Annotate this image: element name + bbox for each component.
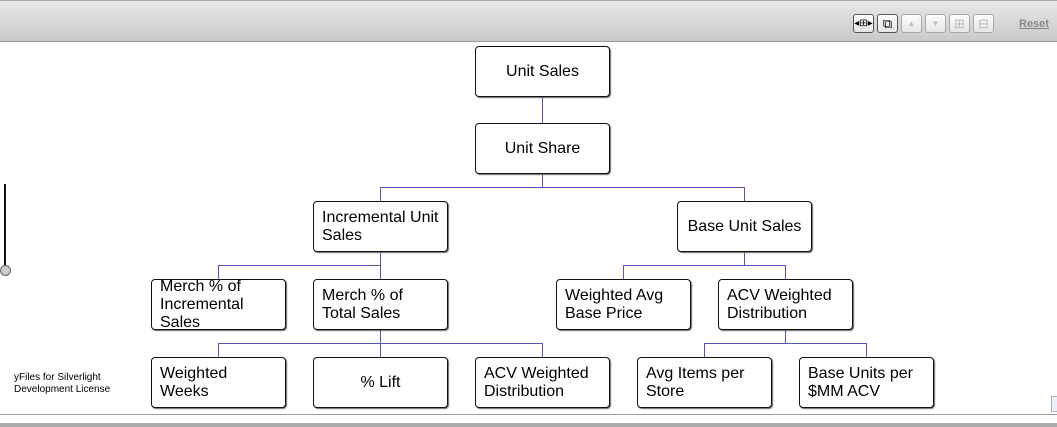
edge xyxy=(623,252,745,279)
node-merch-of-total-sales[interactable]: Merch % of Total Sales xyxy=(313,279,448,330)
node-avg-items-per-store[interactable]: Avg Items per Store xyxy=(637,357,772,408)
minus-box-icon: ⊟ xyxy=(978,15,989,31)
toolbar: ◂⊞▸ ⧉ ▲ ▼ ⊞ ⊟ Reset xyxy=(0,0,1057,42)
node-incremental-unit-sales[interactable]: Incremental Unit Sales xyxy=(313,201,448,252)
copy-windows-icon: ⧉ xyxy=(882,15,893,31)
node-weighted-avg-base-price[interactable]: Weighted Avg Base Price xyxy=(556,279,691,330)
node-lift[interactable]: % Lift xyxy=(313,357,448,408)
node-weighted-weeks[interactable]: Weighted Weeks xyxy=(151,357,286,408)
node-label: Base Units per $MM ACV xyxy=(808,364,913,400)
collapse-button[interactable]: ⊟ xyxy=(973,14,994,33)
node-unit-sales[interactable]: Unit Sales xyxy=(475,46,610,97)
node-acv-weighted-distribution[interactable]: ACV Weighted Distribution xyxy=(718,279,853,330)
node-label: ACV Weighted Distribution xyxy=(484,364,589,400)
node-label: Merch % of Total Sales xyxy=(322,286,403,322)
edge xyxy=(542,174,745,201)
move-down-button[interactable]: ▼ xyxy=(925,14,946,33)
edge xyxy=(380,330,543,357)
edge xyxy=(704,330,786,357)
fit-content-button[interactable]: ◂⊞▸ xyxy=(853,14,874,33)
reset-link[interactable]: Reset xyxy=(1019,18,1049,30)
node-label: Merch % of Incremental Sales xyxy=(160,277,244,331)
edge xyxy=(785,330,867,357)
expand-button[interactable]: ⊞ xyxy=(949,14,970,33)
zoom-slider-handle[interactable] xyxy=(0,265,11,276)
node-acv-weighted-distribution[interactable]: ACV Weighted Distribution xyxy=(475,357,610,408)
move-up-button[interactable]: ▲ xyxy=(901,14,922,33)
scrollbar[interactable] xyxy=(0,423,1057,427)
edge xyxy=(218,252,381,279)
node-label: Weighted Avg Base Price xyxy=(565,286,664,322)
corner-control[interactable] xyxy=(1051,396,1057,412)
node-base-units-per-mm-acv[interactable]: Base Units per $MM ACV xyxy=(799,357,934,408)
fit-icon: ◂⊞▸ xyxy=(854,18,873,29)
license-text: yFiles for Silverlight Development Licen… xyxy=(14,372,111,395)
node-label: Avg Items per Store xyxy=(646,364,745,400)
node-merch-of-incremental-sales[interactable]: Merch % of Incremental Sales xyxy=(151,277,286,331)
zoom-slider-track[interactable] xyxy=(4,184,6,270)
node-label: Incremental Unit Sales xyxy=(322,208,439,244)
divider xyxy=(0,414,1057,415)
node-label: % Lift xyxy=(360,373,401,391)
arrow-up-icon: ▲ xyxy=(907,19,916,28)
node-label: Weighted Weeks xyxy=(160,364,228,400)
node-label: Unit Share xyxy=(504,139,581,157)
edge xyxy=(744,252,786,279)
edge xyxy=(218,330,381,357)
node-label: Base Unit Sales xyxy=(687,217,802,235)
plus-box-icon: ⊞ xyxy=(954,15,965,31)
node-unit-share[interactable]: Unit Share xyxy=(475,123,610,174)
overview-button[interactable]: ⧉ xyxy=(877,14,898,33)
node-label: Unit Sales xyxy=(506,62,579,80)
node-label: ACV Weighted Distribution xyxy=(727,286,832,322)
node-base-unit-sales[interactable]: Base Unit Sales xyxy=(677,201,812,252)
arrow-down-icon: ▼ xyxy=(931,19,940,28)
edge xyxy=(380,174,543,201)
